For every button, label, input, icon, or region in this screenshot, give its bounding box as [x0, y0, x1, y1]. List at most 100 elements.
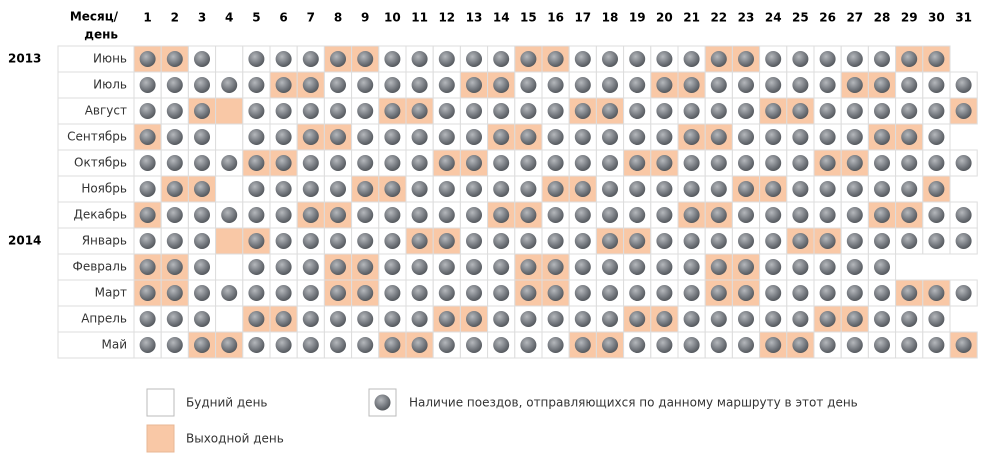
train-dot	[765, 285, 782, 301]
train-dot	[738, 77, 754, 93]
month-label: Январь	[82, 234, 127, 248]
train-dot	[248, 77, 265, 93]
train-dot	[547, 181, 564, 197]
train-dot	[384, 285, 401, 301]
train-dot	[819, 311, 836, 327]
train-dot	[384, 155, 401, 171]
train-dot	[194, 181, 210, 197]
legend-train: Наличие поездов, отправляющихся по данно…	[409, 396, 858, 410]
train-dot	[765, 259, 782, 275]
legend-weekday: Будний день	[186, 396, 268, 410]
train-dot	[302, 207, 319, 223]
train-dot	[248, 233, 265, 249]
train-dot	[710, 51, 727, 67]
train-dot	[574, 285, 591, 301]
train-dot	[466, 51, 482, 67]
train-dot	[629, 77, 646, 93]
weekday-cell	[215, 123, 244, 151]
train-dot	[438, 155, 455, 171]
train-dot	[710, 311, 727, 327]
train-dot	[846, 77, 863, 93]
train-dot	[248, 51, 265, 67]
day-header: 13	[466, 11, 483, 25]
train-dot	[928, 285, 945, 301]
header-label: Месяц/	[70, 10, 119, 24]
train-dot	[166, 259, 183, 275]
train-dot	[330, 103, 346, 119]
train-dot	[221, 77, 238, 93]
train-dot	[139, 311, 156, 327]
train-dot	[466, 337, 482, 353]
train-dot	[194, 259, 210, 275]
train-dot	[166, 77, 183, 93]
train-dot	[194, 77, 210, 93]
train-dot	[683, 129, 700, 145]
train-dot	[302, 233, 319, 249]
train-dot	[166, 207, 183, 223]
train-dot	[629, 155, 646, 171]
train-dot	[901, 207, 918, 223]
train-dot	[139, 207, 156, 223]
train-dot	[574, 77, 591, 93]
legend-weekday-swatch	[146, 388, 175, 417]
train-dot	[248, 207, 265, 223]
train-dot	[710, 77, 727, 93]
train-dot	[493, 103, 510, 119]
train-dot	[194, 207, 210, 223]
train-dot	[357, 285, 374, 301]
train-dot	[357, 207, 374, 223]
train-dot	[683, 311, 700, 327]
train-dot	[248, 103, 265, 119]
train-dot	[194, 311, 210, 327]
train-dot	[765, 311, 782, 327]
train-dot	[955, 233, 972, 249]
train-dot	[466, 103, 482, 119]
train-dot	[602, 77, 618, 93]
header-label: день	[84, 28, 118, 42]
train-dot	[520, 129, 537, 145]
train-dot	[411, 311, 428, 327]
train-dot	[765, 233, 782, 249]
train-dot	[955, 103, 972, 119]
day-header: 27	[846, 11, 863, 25]
train-dot	[710, 103, 727, 119]
train-dot	[819, 129, 836, 145]
train-dot	[411, 51, 428, 67]
train-dot	[901, 129, 918, 145]
train-dot	[792, 129, 809, 145]
train-dot	[846, 181, 863, 197]
train-dot	[846, 103, 863, 119]
train-dot	[765, 207, 782, 223]
train-dot	[901, 337, 918, 353]
train-dot	[656, 285, 673, 301]
train-dot	[846, 285, 863, 301]
train-dot	[330, 77, 346, 93]
train-dot	[411, 77, 428, 93]
train-dot	[547, 207, 564, 223]
train-dot	[602, 233, 618, 249]
train-dot	[248, 311, 265, 327]
train-dot	[846, 207, 863, 223]
month-cell	[57, 305, 135, 333]
train-dot	[520, 77, 537, 93]
month-cell	[57, 279, 135, 307]
train-dot	[547, 129, 564, 145]
train-dot	[221, 155, 238, 171]
train-dot	[602, 207, 618, 223]
train-dot	[493, 233, 510, 249]
train-dot	[275, 77, 292, 93]
train-dot	[574, 259, 591, 275]
train-dot	[602, 155, 618, 171]
train-dot	[574, 233, 591, 249]
train-dot	[384, 51, 401, 67]
train-dot	[357, 155, 374, 171]
legend-weekend-swatch	[146, 424, 175, 453]
train-dot	[547, 337, 564, 353]
train-dot	[629, 129, 646, 145]
train-dot	[901, 77, 918, 93]
train-dot	[248, 337, 265, 353]
train-dot	[520, 51, 537, 67]
day-header: 17	[574, 11, 591, 25]
train-dot	[656, 155, 673, 171]
